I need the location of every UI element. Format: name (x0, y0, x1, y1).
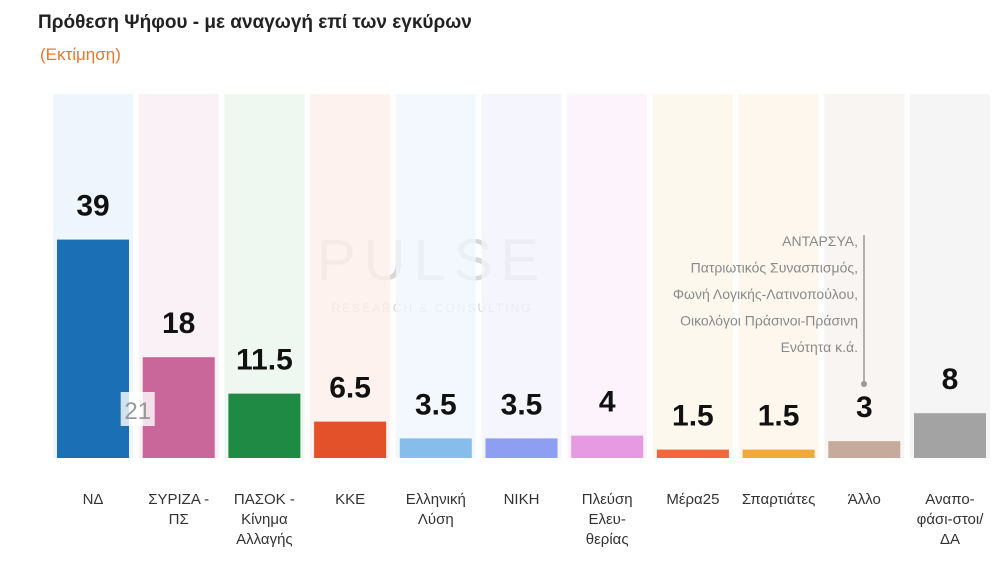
column-background (652, 94, 733, 458)
chart-title: Πρόθεση Ψήφου - με αναγωγή επί των εγκύρ… (38, 12, 472, 33)
x-tick-label: ΣΥΡΙΖΑ - ΠΣ (148, 491, 210, 528)
x-tick-label: Ελληνική Λύση (405, 491, 466, 528)
value-label: 3.5 (501, 388, 543, 421)
value-label: 6.5 (329, 372, 371, 405)
x-tick-label: Πλεύση Ελευ-θερίας (581, 491, 633, 548)
bar (57, 239, 129, 458)
value-label: 18 (162, 307, 195, 340)
x-tick-label: ΝΙΚΗ (503, 491, 540, 508)
x-tick-label: Αναπο-φάσι-στοι/ΔΑ (916, 491, 984, 548)
value-label: 4 (599, 386, 616, 419)
x-tick-label: Μέρα25 (666, 491, 720, 508)
column-background (395, 94, 476, 458)
value-label: 1.5 (672, 400, 714, 433)
bar (228, 393, 301, 458)
x-tick-label: Σπαρτιάτες (741, 491, 816, 508)
x-tick-label: Άλλο (847, 491, 881, 508)
bar (399, 438, 472, 458)
value-label: 1.5 (758, 400, 800, 433)
x-tick-label: ΝΔ (82, 491, 104, 508)
note-line: Οικολόγοι Πράσινοι-Πράσινη (680, 313, 858, 329)
column-background (481, 94, 562, 458)
x-tick-label: ΠΑΣΟΚ - Κίνημα Αλλαγής (233, 491, 295, 548)
bar (742, 449, 815, 458)
note-line: Φωνή Λογικής-Λατινοπούλου, (673, 286, 858, 302)
x-tick-label: ΚΚΕ (335, 491, 366, 508)
column-background (738, 94, 819, 458)
value-label: 39 (76, 190, 109, 223)
value-label: 8 (942, 363, 959, 396)
subtitle: (Εκτίμηση) (40, 45, 121, 64)
column-background (567, 94, 648, 458)
annotation-box (120, 392, 155, 426)
note-line: ΑΝΤΑΡΣΥΑ, (782, 233, 858, 249)
bar (485, 438, 558, 458)
bar (314, 421, 387, 458)
bar (828, 441, 901, 458)
column-background (910, 94, 990, 458)
note-line: Ενότητα κ.ά. (781, 339, 858, 355)
annotation: 21 (124, 398, 151, 425)
bar (914, 413, 986, 458)
value-label: 3 (856, 391, 873, 424)
value-label: 11.5 (236, 344, 293, 377)
value-label: 3.5 (415, 388, 457, 421)
column-background (310, 94, 391, 458)
bar (656, 449, 729, 458)
note-line: Πατριωτικός Συνασπισμός, (691, 260, 858, 276)
note-dot (861, 381, 867, 387)
bar (571, 435, 644, 458)
